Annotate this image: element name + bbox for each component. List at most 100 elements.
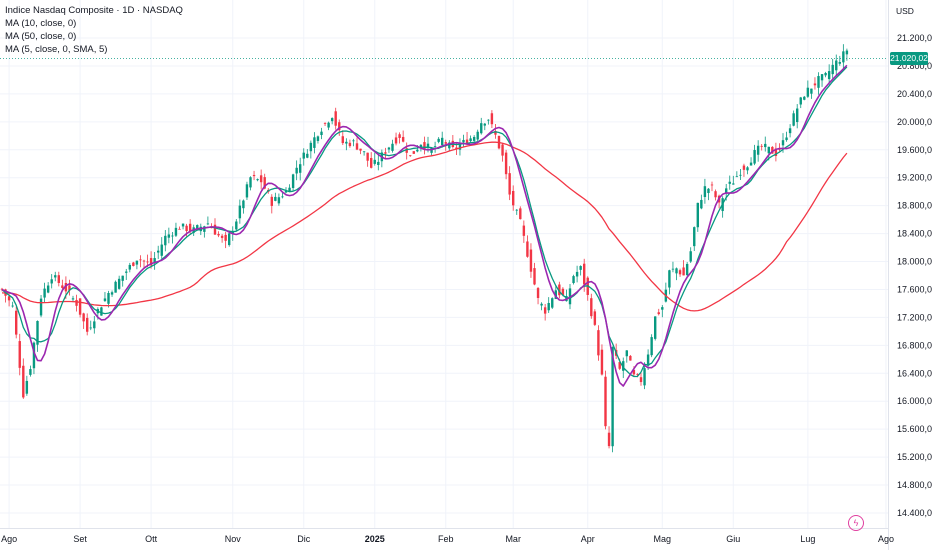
candle-body xyxy=(316,136,320,141)
candle-body xyxy=(607,432,611,447)
candle-body xyxy=(366,152,369,161)
candle-body xyxy=(18,341,21,368)
lightning-icon[interactable]: ϟ xyxy=(848,515,864,531)
candle-body xyxy=(178,228,181,230)
x-tick-label: Lug xyxy=(800,534,815,544)
y-tick-label: 20.000,00 xyxy=(897,117,932,127)
candle-body xyxy=(561,288,565,296)
candle-body xyxy=(61,285,64,288)
candle-body xyxy=(444,142,447,144)
candle-body xyxy=(43,288,46,298)
candle-body xyxy=(78,298,82,315)
candle-body xyxy=(742,165,746,170)
candle-body xyxy=(433,146,437,148)
x-tick-label: Mag xyxy=(654,534,672,544)
candle-body xyxy=(767,146,770,154)
candle-body xyxy=(543,307,547,314)
candle-body xyxy=(827,71,831,80)
candle-body xyxy=(135,260,139,265)
y-tick-label: 20.800,00 xyxy=(897,61,932,71)
candle-body xyxy=(306,153,309,158)
candle-body xyxy=(739,174,742,176)
last-price-tag: 21.020,02 xyxy=(890,52,928,65)
candle-body xyxy=(753,150,756,164)
candle-body xyxy=(22,365,25,398)
candle-body xyxy=(355,143,359,150)
candle-body xyxy=(668,270,671,288)
candle-body xyxy=(238,205,242,219)
candle-body xyxy=(480,123,483,134)
candle-body xyxy=(693,227,696,247)
candle-body xyxy=(309,142,313,152)
candle-body xyxy=(437,138,440,142)
candle-body xyxy=(323,122,327,124)
candle-body xyxy=(213,224,217,235)
candle-body xyxy=(476,131,479,140)
candle-body xyxy=(540,303,543,306)
candle-body xyxy=(575,271,579,277)
y-tick-label: 21.200,00 xyxy=(897,33,932,43)
y-tick-label: 18.000,00 xyxy=(897,257,932,267)
candle-body xyxy=(732,183,735,185)
candle-body xyxy=(416,149,419,152)
candle-body xyxy=(338,122,341,131)
candle-body xyxy=(249,177,252,188)
candle-body xyxy=(597,330,600,356)
x-tick-label: Giu xyxy=(726,534,740,544)
candle-body xyxy=(824,72,827,76)
candle-body xyxy=(810,88,813,94)
candle-body xyxy=(835,60,838,71)
candle-body xyxy=(228,233,231,246)
candle-body xyxy=(128,264,131,270)
candle-body xyxy=(533,268,536,285)
indicator-ma10[interactable]: MA (10, close, 0) xyxy=(5,18,77,29)
candle-body xyxy=(643,368,646,386)
candle-body xyxy=(39,298,43,316)
candle-body xyxy=(157,250,160,253)
price-axis[interactable]: 14.400,00 14.800,00 15.200,00 15.600,00 16.0… xyxy=(897,33,932,518)
y-tick-label: 15.600,00 xyxy=(897,424,932,434)
indicator-ma50[interactable]: MA (50, close, 0) xyxy=(5,31,77,42)
candle-body xyxy=(501,144,504,156)
candle-body xyxy=(348,142,352,147)
candle-body xyxy=(263,177,266,189)
y-tick-label: 20.400,00 xyxy=(897,89,932,99)
candle-body xyxy=(146,261,149,263)
candle-body xyxy=(426,143,430,148)
candle-body xyxy=(302,152,305,159)
candle-body xyxy=(778,149,781,150)
candle-body xyxy=(746,167,749,171)
candle-body xyxy=(639,377,643,383)
candle-body xyxy=(817,76,820,88)
candle-body xyxy=(788,128,792,134)
candle-body xyxy=(71,298,75,300)
candle-body xyxy=(600,349,604,375)
candle-body xyxy=(764,143,767,148)
time-axis[interactable]: Ago Set Ott Nov Dic 2025 Feb Mar Apr Mag Giu Lug Ago xyxy=(1,534,894,544)
x-tick-label: Nov xyxy=(225,534,242,544)
y-tick-label: 15.200,00 xyxy=(897,452,932,462)
candle-body xyxy=(174,227,178,236)
candle-body xyxy=(579,266,582,270)
currency-label[interactable]: USD xyxy=(896,6,914,16)
candle-body xyxy=(831,64,834,75)
candle-body xyxy=(25,380,29,394)
candle-body xyxy=(153,258,156,263)
candle-body xyxy=(330,118,334,122)
candle-body xyxy=(32,342,36,369)
candle-body xyxy=(252,174,256,177)
candle-body xyxy=(799,97,802,105)
candle-body xyxy=(419,144,423,148)
candle-body xyxy=(661,307,664,310)
candle-body xyxy=(735,176,739,178)
candle-body xyxy=(678,270,682,275)
y-tick-label: 17.200,00 xyxy=(897,312,932,322)
candle-body xyxy=(710,184,714,186)
indicator-ma5[interactable]: MA (5, close, 0, SMA, 5) xyxy=(5,44,108,55)
candle-body xyxy=(632,369,636,375)
moving-averages xyxy=(1,64,848,387)
ma5-line xyxy=(1,64,848,387)
candle-body xyxy=(394,137,398,144)
candle-body xyxy=(487,119,490,121)
